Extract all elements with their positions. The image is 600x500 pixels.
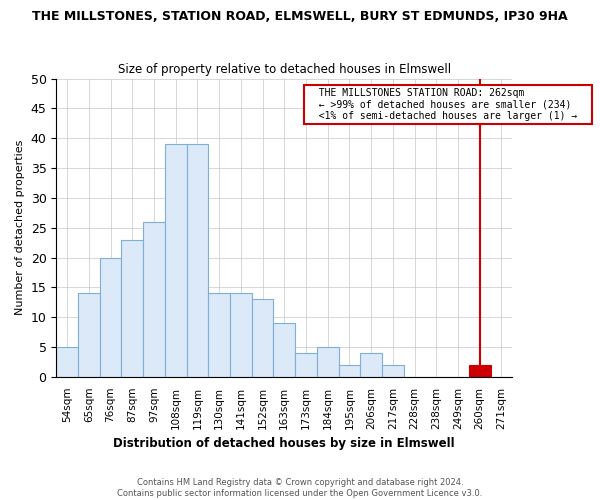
Text: Contains HM Land Registry data © Crown copyright and database right 2024.
Contai: Contains HM Land Registry data © Crown c… <box>118 478 482 498</box>
Bar <box>251 300 274 377</box>
X-axis label: Distribution of detached houses by size in Elmswell: Distribution of detached houses by size … <box>113 437 455 450</box>
Bar <box>360 353 382 377</box>
Bar <box>121 240 143 377</box>
Bar <box>338 365 360 377</box>
Bar <box>230 294 251 377</box>
Bar <box>56 347 78 377</box>
Bar <box>295 353 317 377</box>
Bar <box>143 222 165 377</box>
Bar <box>382 365 404 377</box>
Bar <box>317 347 338 377</box>
Title: Size of property relative to detached houses in Elmswell: Size of property relative to detached ho… <box>118 63 451 76</box>
Text: THE MILLSTONES, STATION ROAD, ELMSWELL, BURY ST EDMUNDS, IP30 9HA: THE MILLSTONES, STATION ROAD, ELMSWELL, … <box>32 10 568 23</box>
Text: THE MILLSTONES STATION ROAD: 262sqm  
  ← >99% of detached houses are smaller (2: THE MILLSTONES STATION ROAD: 262sqm ← >9… <box>307 88 589 120</box>
Bar <box>187 144 208 377</box>
Bar <box>469 365 491 377</box>
Y-axis label: Number of detached properties: Number of detached properties <box>15 140 25 316</box>
Bar <box>274 323 295 377</box>
Bar <box>78 294 100 377</box>
Bar <box>208 294 230 377</box>
Bar <box>165 144 187 377</box>
Bar <box>100 258 121 377</box>
